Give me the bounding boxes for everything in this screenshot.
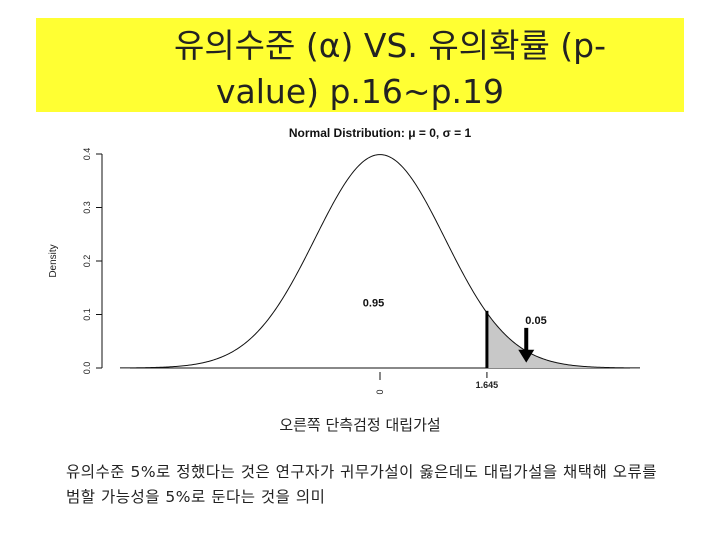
y-tick-label: 0.3	[82, 201, 92, 214]
annotation-label: 0.95	[363, 297, 384, 309]
down-arrow-head-icon	[518, 349, 535, 363]
density-curve-line	[119, 154, 641, 369]
explanation-text: 유의수준 5%로 정했다는 것은 연구자가 귀무가설이 옳은데도 대립가설을 채…	[66, 463, 658, 506]
x-tick-label: 0	[375, 389, 385, 394]
y-tick-label: 0.1	[82, 308, 92, 321]
annotation-label: 0.05	[525, 315, 546, 327]
title-banner: 유의수준 (α) VS. 유의확률 (p- value) p.16~p.19	[36, 18, 684, 112]
shaded-tail-area	[486, 312, 640, 368]
slide-title-line-1: 유의수준 (α) VS. 유의확률 (p-	[173, 26, 607, 65]
normal-distribution-chart: 0.0 0.1 0.2 0.3 0.4 Density 0 1.645 0.95 0.05	[48, 148, 641, 395]
y-tick-label: 0.0	[82, 362, 92, 375]
chart-caption: 오른쪽 단측검정 대립가설	[279, 416, 441, 434]
y-tick-label: 0.2	[82, 255, 92, 268]
slide-title-line-2: value) p.16~p.19	[215, 72, 504, 111]
y-tick-label: 0.4	[82, 148, 92, 161]
chart-title: Normal Distribution: μ = 0, σ = 1	[288, 126, 472, 140]
x-tick-label: 1.645	[476, 380, 499, 390]
y-axis-label: Density	[48, 244, 59, 277]
